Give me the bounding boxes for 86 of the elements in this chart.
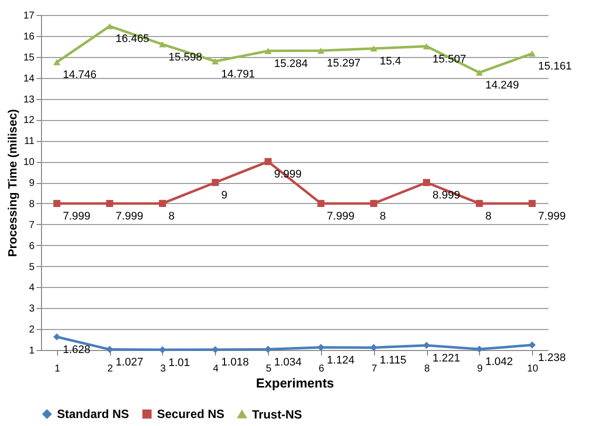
y-tick-label: 15 <box>23 52 35 64</box>
x-tick-label: 10 <box>527 364 539 374</box>
data-label: 15.4 <box>380 56 402 68</box>
x-tick-label: 2 <box>107 364 114 374</box>
point <box>212 178 219 186</box>
data-label: 15.297 <box>326 58 361 70</box>
point <box>106 23 114 30</box>
data-label: 9 <box>221 190 228 202</box>
y-tick-label: 16 <box>23 31 35 42</box>
point <box>53 333 60 340</box>
data-label: 7.999 <box>62 210 90 222</box>
y-tick-label: 6 <box>28 240 35 252</box>
data-label: 1.115 <box>380 354 406 367</box>
x-axis-title: Experiments <box>256 376 334 390</box>
point <box>476 200 483 207</box>
point <box>264 158 272 166</box>
data-label: 1.221 <box>432 352 460 364</box>
data-label: 7.999 <box>538 210 566 222</box>
point <box>158 41 166 48</box>
point <box>422 43 430 50</box>
data-label: 15.598 <box>168 51 202 64</box>
y-tick-label: 4 <box>28 282 35 294</box>
point <box>106 200 114 207</box>
data-label: 8.999 <box>432 190 460 202</box>
data-label: 14.746 <box>62 69 96 82</box>
data-label: 7.999 <box>116 210 144 222</box>
y-tick-label: 14 <box>23 73 35 84</box>
point <box>317 200 324 207</box>
x-tick-label: 7 <box>371 364 378 374</box>
data-label: 14.791 <box>221 68 255 80</box>
y-tick-label: 3 <box>28 304 35 315</box>
point <box>370 200 378 207</box>
data-label: 8 <box>168 210 175 222</box>
legend-label: Secured NS <box>157 407 224 422</box>
y-tick-label: 7 <box>28 220 35 231</box>
point <box>370 45 378 52</box>
x-tick-label: 4 <box>213 364 219 374</box>
point <box>264 48 272 54</box>
x-tick-label: 3 <box>160 364 166 374</box>
y-tick-label: 17 <box>23 10 35 22</box>
x-tick-label: 9 <box>477 364 484 374</box>
point <box>422 178 430 186</box>
x-tick-label: 5 <box>266 364 272 374</box>
y-tick-label: 5 <box>28 262 35 273</box>
point <box>528 341 536 349</box>
x-tick-label: 1 <box>54 364 61 374</box>
data-label: 1.018 <box>221 356 249 369</box>
point <box>53 59 60 66</box>
x-tick-label: 6 <box>318 364 325 374</box>
point <box>528 200 536 207</box>
point <box>528 50 536 57</box>
point <box>317 344 324 351</box>
data-label: 15.161 <box>538 60 572 73</box>
data-label: 15.284 <box>274 58 308 70</box>
data-label: 7.999 <box>326 210 354 222</box>
point <box>158 200 166 207</box>
data-label: 14.249 <box>485 80 519 92</box>
y-tick-label: 2 <box>28 324 35 336</box>
y-tick-label: 10 <box>23 157 35 168</box>
legend-label: Standard NS <box>57 407 130 422</box>
point <box>370 344 378 352</box>
data-label: 1.628 <box>62 344 90 356</box>
point <box>106 346 114 353</box>
data-label: 8 <box>380 210 386 222</box>
data-label: 16.465 <box>116 33 150 46</box>
point <box>212 58 219 64</box>
y-axis-title: Processing Time (milisec) <box>5 109 20 257</box>
data-label: 1.027 <box>116 356 144 368</box>
y-tick-label: 12 <box>23 115 35 126</box>
y-tick-label: 1 <box>28 346 35 356</box>
data-label: 1.01 <box>168 356 190 369</box>
point <box>317 48 324 54</box>
y-tick-label: 8 <box>28 198 35 210</box>
data-label: 8 <box>485 210 492 222</box>
data-label: 1.124 <box>326 354 354 366</box>
legend-label: Trust-NS <box>252 407 302 422</box>
data-label: 1.238 <box>538 352 566 364</box>
point <box>476 70 483 76</box>
point <box>53 200 60 207</box>
y-tick-label: 9 <box>28 178 35 189</box>
data-label: 1.042 <box>485 356 513 368</box>
point <box>476 346 483 353</box>
data-label: 1.034 <box>274 356 302 368</box>
x-tick-label: 8 <box>424 364 430 374</box>
y-tick-label: 13 <box>23 94 35 106</box>
y-tick-label: 11 <box>24 136 35 148</box>
